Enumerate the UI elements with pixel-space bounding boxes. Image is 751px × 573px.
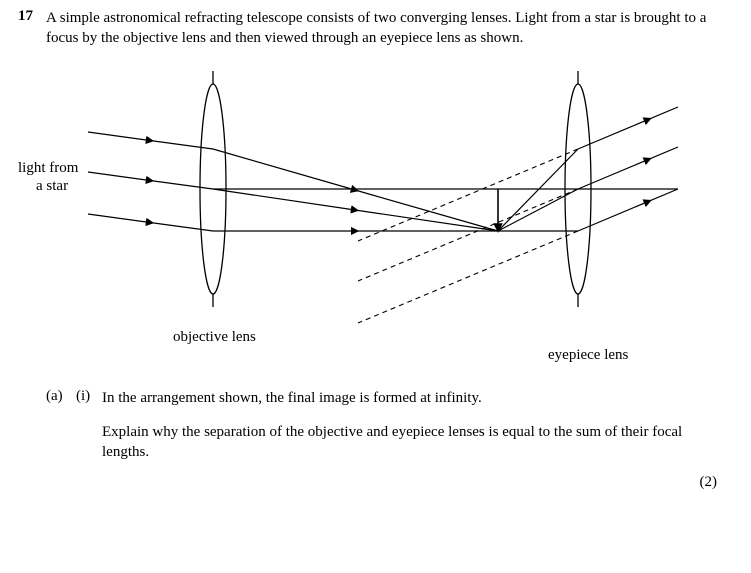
part-a-label: (a) (46, 388, 76, 463)
label-light-line2: a star (36, 178, 68, 194)
diagram: light from a star objective lens eyepiec… (18, 59, 723, 374)
question-stem: A simple astronomical refracting telesco… (46, 8, 723, 49)
label-eyepiece: eyepiece lens (548, 347, 629, 363)
part-i-line2: Explain why the separation of the object… (102, 422, 723, 463)
part-i-label: (i) (76, 388, 102, 463)
label-objective: objective lens (173, 329, 256, 345)
label-light-line1: light from (18, 160, 79, 176)
marks: (2) (18, 474, 723, 491)
part-i-line1: In the arrangement shown, the final imag… (102, 388, 723, 408)
question-number: 17 (18, 8, 46, 49)
